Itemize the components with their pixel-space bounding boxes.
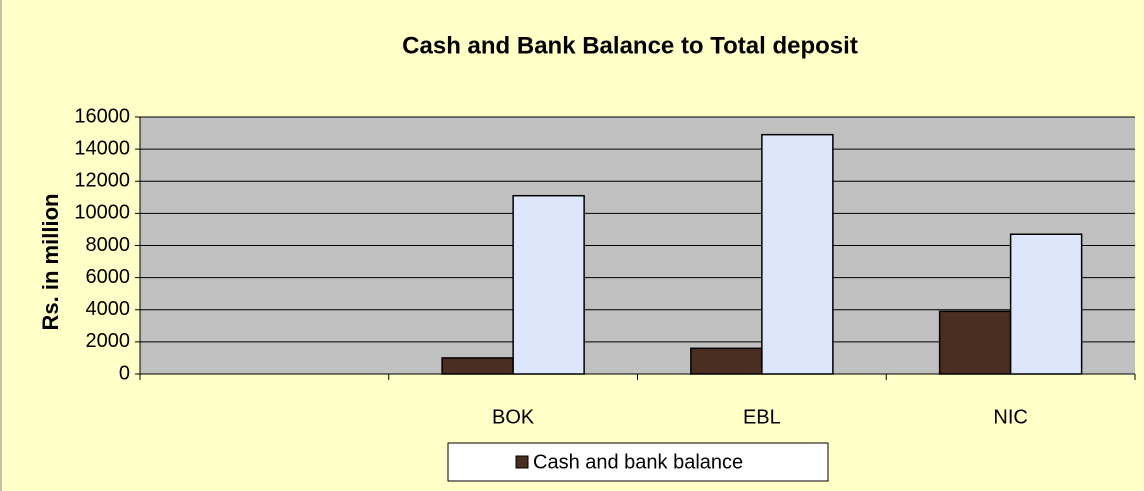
bar (938, 310, 1012, 375)
bar (441, 357, 514, 375)
x-tick-label: BOK (492, 406, 535, 428)
x-tick-label: NIC (993, 406, 1027, 428)
y-axis-label: Rs. in million (38, 194, 63, 331)
y-tick-label: 6000 (86, 266, 131, 288)
chart-title: Cash and Bank Balance to Total deposit (402, 32, 858, 59)
y-tick-label: 10000 (74, 202, 130, 224)
y-tick-label: 2000 (86, 330, 131, 352)
bar (761, 133, 834, 375)
legend (447, 442, 829, 482)
y-tick-label: 8000 (86, 234, 131, 256)
y-tick-label: 14000 (74, 137, 130, 159)
y-tick-label: 16000 (74, 105, 130, 127)
y-tick-label: 0 (119, 362, 130, 384)
bar (690, 347, 763, 375)
bar (1009, 233, 1083, 375)
y-tick-label: 4000 (86, 298, 131, 320)
x-tick-label: EBL (743, 406, 781, 428)
legend-swatch (515, 455, 529, 469)
legend-label: Cash and bank balance (533, 451, 743, 473)
y-tick-label: 12000 (74, 170, 130, 192)
bar (512, 194, 585, 375)
